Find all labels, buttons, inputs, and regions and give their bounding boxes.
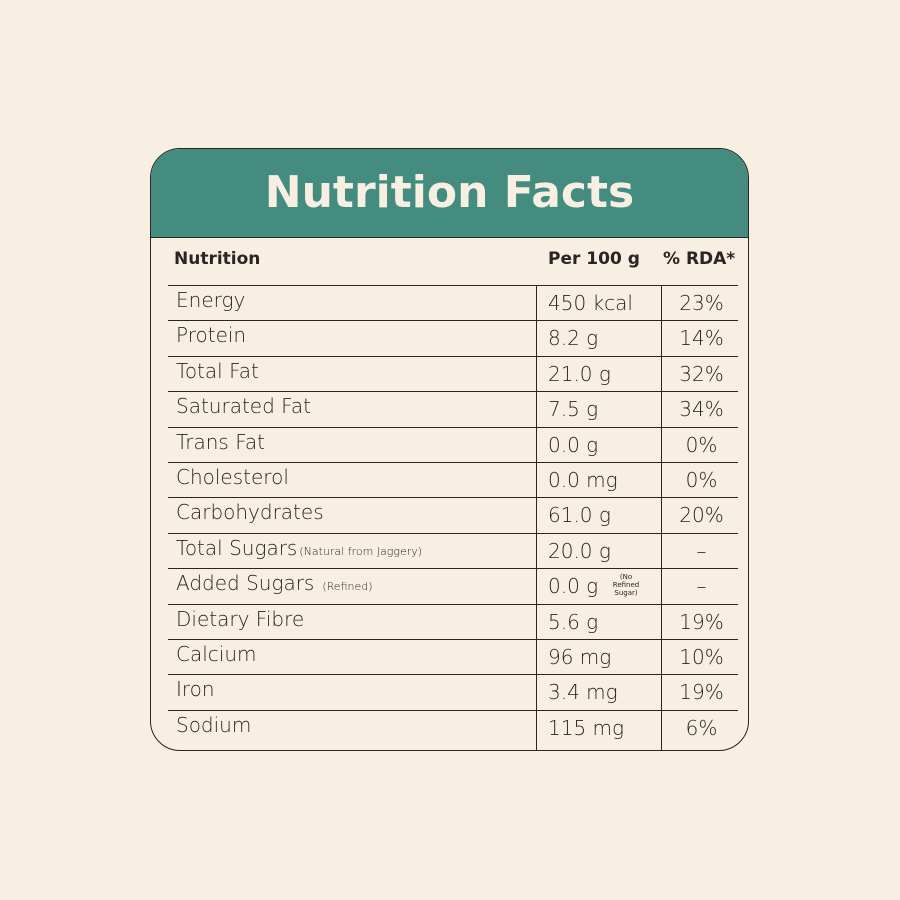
row-divider [168, 709, 738, 711]
name-text: Added Sugars [176, 571, 315, 596]
row-rda: 32% [679, 361, 724, 386]
row-divider [168, 639, 738, 640]
column-header: % RDA* [663, 249, 736, 269]
row-name: Total Sugars (Natural from Jaggery) [176, 536, 422, 560]
name-note: (Refined) [322, 580, 373, 594]
nutrition-card: Nutrition Facts Nutrition Per 100 g % RD… [150, 148, 749, 751]
row-name: Carbohydrates [176, 500, 324, 524]
row-name: Total Fat [176, 359, 259, 383]
row-divider [168, 462, 738, 463]
name-note: (Natural from Jaggery) [299, 544, 423, 558]
row-amount: 20.0 g [548, 538, 611, 563]
row-name: Calcium [176, 642, 257, 666]
name-text: Saturated Fat [176, 394, 311, 419]
row-amount: 5.6 g [548, 609, 599, 634]
row-amount: 21.0 g [548, 361, 611, 386]
row-name: Saturated Fat [176, 394, 311, 418]
row-divider [168, 320, 738, 322]
row-name: Protein [176, 323, 246, 347]
row-name: Cholesterol [176, 465, 289, 489]
name-text: Carbohydrates [176, 500, 324, 525]
row-name: Sodium [176, 713, 251, 737]
row-rda: 19% [679, 680, 724, 705]
name-text: Protein [176, 323, 247, 348]
row-amount: 450 kcal [548, 291, 633, 315]
row-rda: 34% [679, 397, 724, 422]
name-text: Calcium [176, 642, 257, 666]
row-rda: 20% [679, 503, 724, 528]
row-name: Trans Fat [176, 430, 265, 454]
row-rda: 0% [685, 432, 718, 457]
row-divider [168, 674, 738, 676]
row-rda: – [696, 538, 707, 563]
row-amount: 0.0 g [548, 432, 599, 457]
row-amount: 96 mg [548, 645, 612, 669]
card-header: Nutrition Facts [151, 149, 748, 238]
row-rda: 14% [679, 326, 724, 351]
row-amount: 61.0 g [548, 503, 611, 528]
row-divider [168, 603, 738, 605]
row-divider [168, 568, 738, 570]
row-divider [168, 497, 738, 499]
row-rda: 0% [685, 468, 718, 492]
name-text: Cholesterol [176, 465, 289, 489]
row-amount: 8.2 g [548, 326, 599, 351]
row-name: Iron [176, 677, 215, 701]
row-amount: 7.5 g [548, 397, 599, 422]
row-divider [168, 285, 738, 286]
row-name: Dietary Fibre [176, 607, 304, 631]
name-text: Total Fat [176, 358, 259, 383]
row-name: Energy [176, 288, 245, 312]
name-text: Trans Fat [176, 429, 265, 454]
row-rda: 10% [679, 645, 724, 669]
row-divider [168, 391, 738, 393]
row-rda: 23% [679, 291, 724, 315]
row-amount: 115 mg [548, 715, 625, 740]
name-text: Energy [176, 288, 246, 312]
row-amount: 0.0 g [548, 574, 599, 599]
name-text: Total Sugars [176, 535, 298, 560]
row-amount: 3.4 mg [548, 680, 618, 705]
amount-note: (No Refined Sugar) [612, 573, 640, 598]
name-text: Iron [176, 677, 215, 702]
row-rda: 19% [679, 609, 724, 634]
row-amount: 0.0 mg [548, 468, 618, 492]
row-divider [168, 355, 738, 357]
row-divider [168, 426, 738, 428]
row-rda: – [696, 574, 707, 599]
row-rda: 6% [685, 715, 718, 740]
row-name: Added Sugars (Refined) [176, 571, 373, 595]
column-header: Per 100 g [548, 249, 640, 269]
column-divider [536, 285, 537, 750]
title: Nutrition Facts [264, 167, 635, 218]
row-divider [168, 532, 738, 534]
column-header: Nutrition [174, 249, 261, 269]
name-text: Sodium [176, 712, 252, 737]
column-divider [661, 285, 662, 750]
name-text: Dietary Fibre [176, 606, 305, 631]
